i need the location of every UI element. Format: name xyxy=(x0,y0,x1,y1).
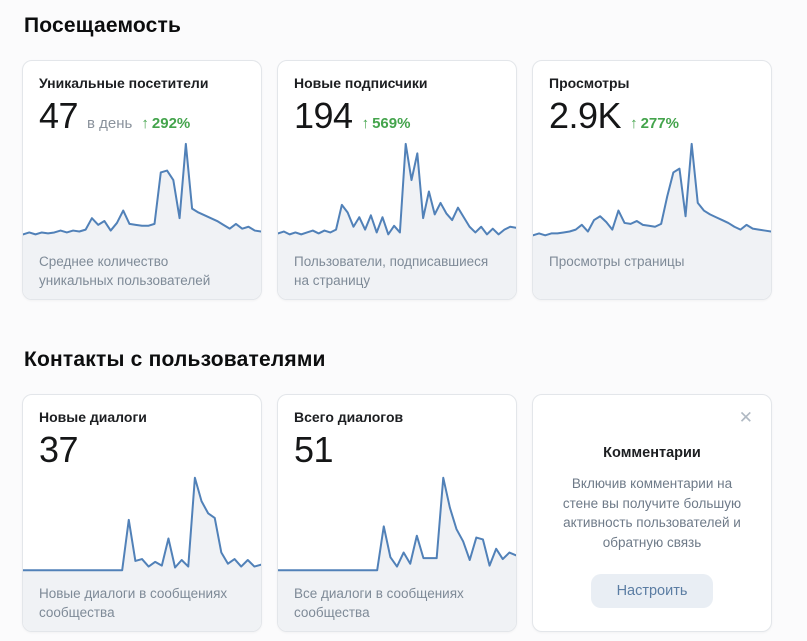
stat-value: 2.9K xyxy=(549,95,622,136)
arrow-up-icon: ↑ xyxy=(141,115,149,132)
stat-card-title: Новые подписчики xyxy=(294,75,428,91)
stat-row: 2.9K ↑ 277% xyxy=(549,98,755,134)
stat-card-title: Новые диалоги xyxy=(39,409,147,425)
stat-row: 37 xyxy=(39,432,245,468)
stat-row: 51 xyxy=(294,432,500,468)
stat-card-title: Всего диалогов xyxy=(294,409,404,425)
stat-card-caption: Все диалоги в сообщениях сообщества xyxy=(278,575,516,631)
close-icon[interactable]: ✕ xyxy=(738,408,753,427)
stat-delta-value: 277% xyxy=(640,115,679,132)
stat-delta-value: 292% xyxy=(151,115,191,132)
stat-row: 47 в день ↑ 292% xyxy=(39,98,245,134)
stat-card-caption: Новые диалоги в сообщениях сообщества xyxy=(23,575,261,631)
card-head: Всего диалогов 51 xyxy=(278,395,516,468)
stat-card-views[interactable]: Просмотры 2.9K ↑ 277% Просмотры страницы xyxy=(532,60,772,300)
sparkline-chart-new-subscribers xyxy=(278,140,516,243)
arrow-up-icon: ↑ xyxy=(361,115,370,132)
stat-delta-value: 569% xyxy=(372,115,411,132)
card-head: Уникальные посетители 47 в день ↑ 292% xyxy=(23,61,261,134)
contacts-cards-row: Новые диалоги 37 Новые диалоги в сообщен… xyxy=(22,394,807,632)
card-head: Новые подписчики 194 ↑ 569% xyxy=(278,61,516,134)
stat-delta: ↑ 569% xyxy=(362,115,411,132)
promo-body-text: Включив комментарии на стене вы получите… xyxy=(562,476,742,550)
stat-value: 194 xyxy=(294,95,353,136)
comments-promo-card: ✕ Комментарии Включив комментарии на сте… xyxy=(532,394,772,632)
promo-title: Комментарии xyxy=(603,445,701,461)
stat-value-suffix: в день xyxy=(87,115,133,132)
stat-card-caption: Пользователи, подписавшиеся на страницу xyxy=(278,243,516,299)
stat-card-new-subscribers[interactable]: Новые подписчики 194 ↑ 569% Пользователи,… xyxy=(277,60,517,300)
arrow-up-icon: ↑ xyxy=(630,115,638,132)
stat-value: 37 xyxy=(39,429,79,470)
stat-row: 194 ↑ 569% xyxy=(294,98,500,134)
sparkline-chart-unique-visitors xyxy=(23,140,261,243)
section-title-traffic: Посещаемость xyxy=(24,14,182,37)
card-head: Новые диалоги 37 xyxy=(23,395,261,468)
stat-delta: ↑ 277% xyxy=(630,115,679,132)
sparkline-chart-total-dialogs xyxy=(278,474,516,575)
stat-card-new-dialogs[interactable]: Новые диалоги 37 Новые диалоги в сообщен… xyxy=(22,394,262,632)
section-title-contacts: Контакты с пользователями xyxy=(24,348,326,371)
stat-card-title: Просмотры xyxy=(549,75,630,91)
stat-card-title: Уникальные посетители xyxy=(39,75,209,91)
sparkline-chart-views xyxy=(533,140,771,243)
card-head: Просмотры 2.9K ↑ 277% xyxy=(533,61,771,134)
stat-card-caption: Среднее количество уникальных пользовате… xyxy=(23,243,261,299)
configure-button[interactable]: Настроить xyxy=(590,574,714,609)
traffic-cards-row: Уникальные посетители 47 в день ↑ 292% Ср… xyxy=(22,60,807,300)
stat-card-total-dialogs[interactable]: Всего диалогов 51 Все диалоги в сообщени… xyxy=(277,394,517,632)
stat-value: 47 xyxy=(39,95,79,136)
stat-card-unique-visitors[interactable]: Уникальные посетители 47 в день ↑ 292% Ср… xyxy=(22,60,262,300)
sparkline-chart-new-dialogs xyxy=(23,474,261,575)
stat-delta: ↑ 292% xyxy=(141,115,190,132)
stat-value: 51 xyxy=(294,429,334,470)
stat-card-caption: Просмотры страницы xyxy=(533,243,771,299)
